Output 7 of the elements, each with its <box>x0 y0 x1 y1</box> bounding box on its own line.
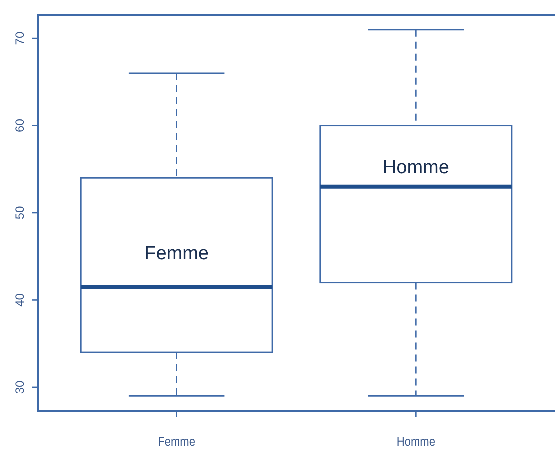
annotation: Homme <box>382 158 450 179</box>
y-tick-label: 60 <box>13 118 27 132</box>
annotation: Femme <box>144 243 210 264</box>
y-tick-label: 70 <box>13 32 27 46</box>
y-tick-label: 30 <box>13 380 27 394</box>
y-tick-label: 40 <box>13 293 27 307</box>
y-tick-label: 50 <box>13 206 27 220</box>
